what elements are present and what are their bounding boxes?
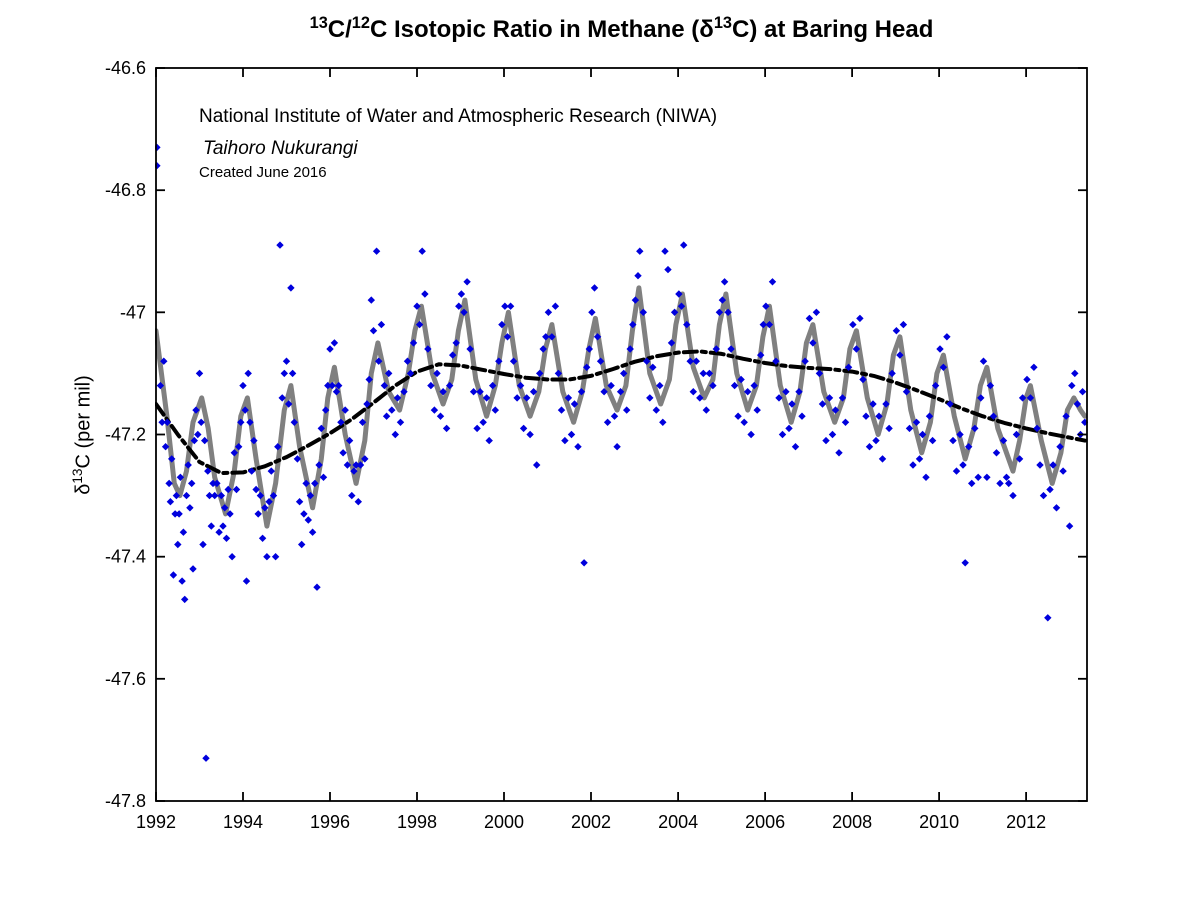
chart-title: 13C/12C Isotopic Ratio in Methane (δ13C)…	[309, 14, 934, 43]
series-layer	[155, 143, 1088, 762]
y-axis-tick-label: -47.4	[105, 547, 146, 567]
x-axis-tick-label: 1996	[310, 812, 350, 832]
y-axis-tick-label: -46.8	[105, 180, 146, 200]
y-axis-tick-label: -47.2	[105, 425, 146, 445]
x-axis-tick-label: 2012	[1006, 812, 1046, 832]
x-axis-tick-label: 1998	[397, 812, 437, 832]
series-seasonal-fit-curve	[155, 285, 1088, 529]
x-axis-tick-label: 2004	[658, 812, 698, 832]
x-axis-tick-label: 2006	[745, 812, 785, 832]
y-axis-tick-label: -47.8	[105, 791, 146, 811]
x-axis-tick-label: 1992	[136, 812, 176, 832]
series-deseasonalized-trend	[155, 349, 1087, 475]
x-axis-tick-label: 2010	[919, 812, 959, 832]
y-axis-tick-label: -47.6	[105, 669, 146, 689]
x-axis-tick-label: 2008	[832, 812, 872, 832]
annotation-institute: National Institute of Water and Atmosphe…	[199, 106, 718, 127]
x-axis-tick-label: 2002	[571, 812, 611, 832]
x-axis-tick-label: 1994	[223, 812, 263, 832]
y-axis-label: δ13C (per mil)	[69, 375, 95, 495]
annotation-maori-name: Taihoro Nukurangi	[203, 138, 358, 159]
y-axis-tick-label: -46.6	[105, 58, 146, 78]
axes: 1992 1994 1996 1998 2000 2002 2004 2006 2008 2010…	[105, 58, 1088, 832]
annotation-created-date: Created June 2016	[199, 164, 327, 181]
y-axis-tick-label: -47	[120, 302, 146, 322]
x-axis-tick-label: 2000	[484, 812, 524, 832]
